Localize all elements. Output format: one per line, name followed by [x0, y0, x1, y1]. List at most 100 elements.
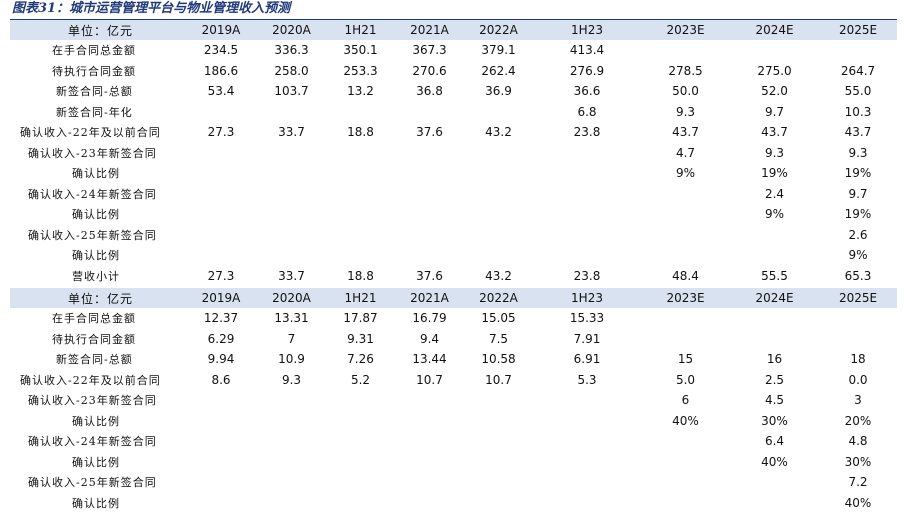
- table-cell: [326, 452, 395, 473]
- table-cell: 5.0: [641, 370, 730, 391]
- column-header: 2025E: [819, 288, 897, 308]
- table-cell: 0.0: [819, 370, 897, 391]
- table-cell: 4.8: [819, 431, 897, 452]
- table-cell: 367.3: [395, 40, 464, 61]
- table-cell: 275.0: [730, 61, 819, 82]
- table-cell: 27.3: [185, 266, 257, 287]
- table-cell: [395, 204, 464, 225]
- table-cell: 43.2: [464, 266, 533, 287]
- column-header: 2023E: [641, 20, 730, 40]
- table-cell: 9.7: [730, 102, 819, 123]
- table-cell: 18: [819, 349, 897, 370]
- table-cell: [326, 431, 395, 452]
- table-cell: 9.3: [819, 143, 897, 164]
- column-header: 1H23: [533, 20, 641, 40]
- table-cell: 253.3: [326, 61, 395, 82]
- table-cell: 13.44: [395, 349, 464, 370]
- table-cell: [464, 411, 533, 432]
- table-cell: [464, 472, 533, 493]
- table-cell: [533, 143, 641, 164]
- table-cell: 9%: [641, 163, 730, 184]
- table-cell: 270.6: [395, 61, 464, 82]
- column-header: 2025E: [819, 20, 897, 40]
- table-cell: [533, 184, 641, 205]
- column-header: 2023E: [641, 288, 730, 308]
- table-cell: 10.7: [464, 370, 533, 391]
- table-cell: 2.4: [730, 184, 819, 205]
- row-label: 待执行合同金额: [10, 61, 185, 82]
- table-cell: [641, 329, 730, 350]
- row-label: 确认收入-24年新签合同: [10, 184, 185, 205]
- table-cell: [641, 308, 730, 329]
- table-cell: [326, 245, 395, 266]
- table-cell: [185, 431, 257, 452]
- table-cell: 9.7: [819, 184, 897, 205]
- table-cell: [257, 390, 326, 411]
- table-cell: [326, 493, 395, 513]
- table-cell: [257, 204, 326, 225]
- table-cell: 37.6: [395, 122, 464, 143]
- figure-title: 图表31：城市运营管理平台与物业管理收入预测: [12, 0, 290, 18]
- table-cell: [185, 184, 257, 205]
- table-cell: 43.2: [464, 122, 533, 143]
- table-cell: [185, 225, 257, 246]
- table-cell: [185, 472, 257, 493]
- table-cell: 36.9: [464, 81, 533, 102]
- table-cell: 7.2: [819, 472, 897, 493]
- table-cell: 8.6: [185, 370, 257, 391]
- table-cell: 379.1: [464, 40, 533, 61]
- column-header: 1H21: [326, 20, 395, 40]
- table-cell: 4.5: [730, 390, 819, 411]
- row-label: 新签合同-总额: [10, 349, 185, 370]
- table-cell: 17.87: [326, 308, 395, 329]
- table-cell: 12.37: [185, 308, 257, 329]
- row-label: 营收小计: [10, 266, 185, 287]
- table-cell: 6.29: [185, 329, 257, 350]
- table-cell: [533, 225, 641, 246]
- table-cell: 36.6: [533, 81, 641, 102]
- table-cell: 15: [641, 349, 730, 370]
- column-header: 2020A: [257, 20, 326, 40]
- table-cell: 9.94: [185, 349, 257, 370]
- table-cell: 6.91: [533, 349, 641, 370]
- table-cell: 6: [641, 390, 730, 411]
- table-cell: [533, 245, 641, 266]
- table-cell: [464, 163, 533, 184]
- table-cell: [395, 143, 464, 164]
- table-cell: 262.4: [464, 61, 533, 82]
- table-cell: 9.3: [641, 102, 730, 123]
- row-label: 新签合同-总额: [10, 81, 185, 102]
- table-cell: 52.0: [730, 81, 819, 102]
- table-cell: 4.7: [641, 143, 730, 164]
- table-cell: 65.3: [819, 266, 897, 287]
- table-cell: 9.3: [730, 143, 819, 164]
- table-cell: [730, 329, 819, 350]
- table-cell: [257, 184, 326, 205]
- table-cell: 103.7: [257, 81, 326, 102]
- column-header: 2022A: [464, 20, 533, 40]
- table-cell: [395, 431, 464, 452]
- table-cell: 336.3: [257, 40, 326, 61]
- table-cell: 37.6: [395, 266, 464, 287]
- table-cell: 13.2: [326, 81, 395, 102]
- table-cell: 9.3: [257, 370, 326, 391]
- table-cell: 2.5: [730, 370, 819, 391]
- row-label: 确认比例: [10, 452, 185, 473]
- table-cell: [730, 245, 819, 266]
- table-cell: [395, 245, 464, 266]
- table-cell: [464, 184, 533, 205]
- column-header: 2019A: [185, 20, 257, 40]
- table-cell: [464, 102, 533, 123]
- table-cell: 3: [819, 390, 897, 411]
- table-cell: [819, 40, 897, 61]
- table-cell: 36.8: [395, 81, 464, 102]
